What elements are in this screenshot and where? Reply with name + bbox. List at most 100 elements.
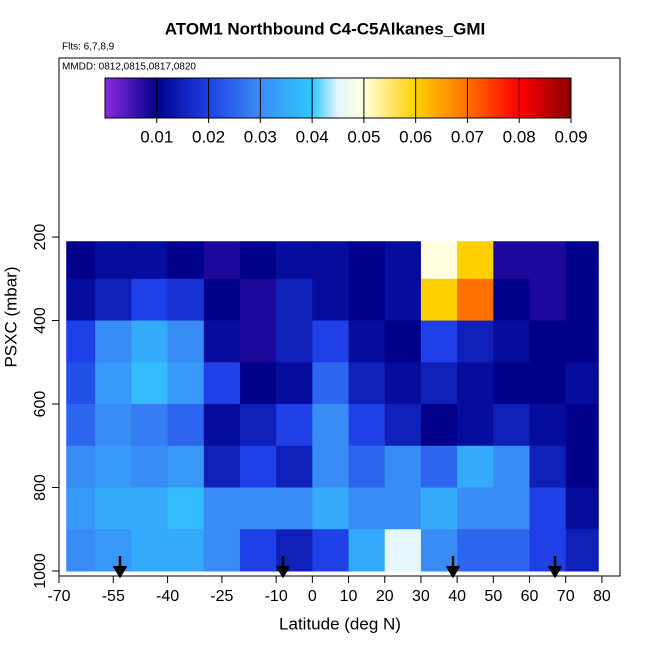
cell	[420, 529, 458, 572]
cell	[203, 529, 241, 572]
cell	[131, 241, 169, 280]
cell	[131, 278, 169, 322]
cell	[529, 487, 567, 530]
colorbar-tick-label: 0.04	[296, 127, 329, 146]
cell	[529, 529, 567, 572]
cell	[203, 241, 241, 280]
cell	[384, 241, 422, 280]
colorbar-tick-label: 0.09	[554, 127, 587, 146]
cell	[239, 445, 277, 489]
cell	[131, 487, 169, 530]
colorbar-tick-label: 0.07	[451, 127, 484, 146]
cell	[131, 529, 169, 572]
subtitle: Flts: 6,7,8,9	[62, 42, 115, 53]
colorbar	[104, 77, 572, 119]
cell	[276, 278, 313, 322]
cell	[420, 404, 458, 447]
x-tick-label: 0	[308, 588, 317, 605]
cell	[529, 241, 567, 280]
cell	[276, 404, 313, 447]
cell	[529, 445, 567, 489]
cell	[95, 445, 132, 489]
arrows	[112, 556, 563, 579]
cell	[384, 529, 422, 572]
chart-title: ATOM1 Northbound C4-C5Alkanes_GMI	[165, 19, 486, 38]
cell	[167, 529, 205, 572]
cell	[276, 320, 313, 363]
heatmap	[66, 241, 599, 572]
x-tick-label: -40	[156, 588, 179, 605]
cell	[95, 529, 132, 572]
cell	[420, 278, 458, 322]
cell	[457, 529, 494, 572]
cell	[565, 320, 599, 363]
y-tick-label: 800	[32, 474, 49, 501]
cell	[493, 362, 531, 405]
colorbar-tick-label: 0.06	[399, 127, 432, 146]
cell	[66, 320, 96, 363]
cell	[239, 241, 277, 280]
plot-frame	[58, 57, 621, 577]
colorbar-tick-label: 0.05	[347, 127, 380, 146]
cell	[384, 320, 422, 363]
cell	[239, 487, 277, 530]
cell	[457, 241, 494, 280]
cell	[384, 404, 422, 447]
cell	[493, 241, 531, 280]
cell	[348, 529, 386, 572]
cell	[66, 445, 96, 489]
cell	[457, 362, 494, 405]
cell	[167, 404, 205, 447]
cell	[95, 278, 132, 322]
cell	[203, 487, 241, 530]
cell	[131, 404, 169, 447]
cell	[66, 241, 96, 280]
cell	[167, 445, 205, 489]
cell	[203, 278, 241, 322]
cell	[493, 320, 531, 363]
annotation: MMDD: 0812,0815,0817,0820	[62, 62, 196, 73]
colorbar-tick-label: 0.01	[140, 127, 173, 146]
cell	[131, 445, 169, 489]
cell	[239, 404, 277, 447]
cell	[95, 404, 132, 447]
cell	[529, 320, 567, 363]
y-tick-label: 200	[32, 224, 49, 251]
cell	[348, 320, 386, 363]
x-tick-label: -55	[102, 588, 125, 605]
cell	[239, 278, 277, 322]
cell	[384, 362, 422, 405]
cell	[348, 278, 386, 322]
cell	[457, 487, 494, 530]
cell	[348, 487, 386, 530]
cell	[420, 241, 458, 280]
x-tick-label: -70	[47, 588, 70, 605]
cell	[565, 278, 599, 322]
y-tick-label: 400	[32, 307, 49, 334]
cell	[167, 362, 205, 405]
cell	[565, 445, 599, 489]
x-tick-label: 80	[593, 588, 611, 605]
cell	[167, 241, 205, 280]
cell	[420, 487, 458, 530]
cell	[312, 278, 350, 322]
cell	[529, 362, 567, 405]
cell	[565, 487, 599, 530]
cell	[203, 320, 241, 363]
cell	[66, 487, 96, 530]
cell	[95, 362, 132, 405]
cell	[565, 362, 599, 405]
cell	[493, 404, 531, 447]
cell	[493, 487, 531, 530]
cell	[348, 404, 386, 447]
cell	[312, 362, 350, 405]
x-tick-label: -25	[210, 588, 233, 605]
cell	[167, 487, 205, 530]
cell	[457, 445, 494, 489]
cell	[565, 241, 599, 280]
cell	[420, 445, 458, 489]
cell	[95, 241, 132, 280]
cell	[457, 320, 494, 363]
cell	[529, 278, 567, 322]
